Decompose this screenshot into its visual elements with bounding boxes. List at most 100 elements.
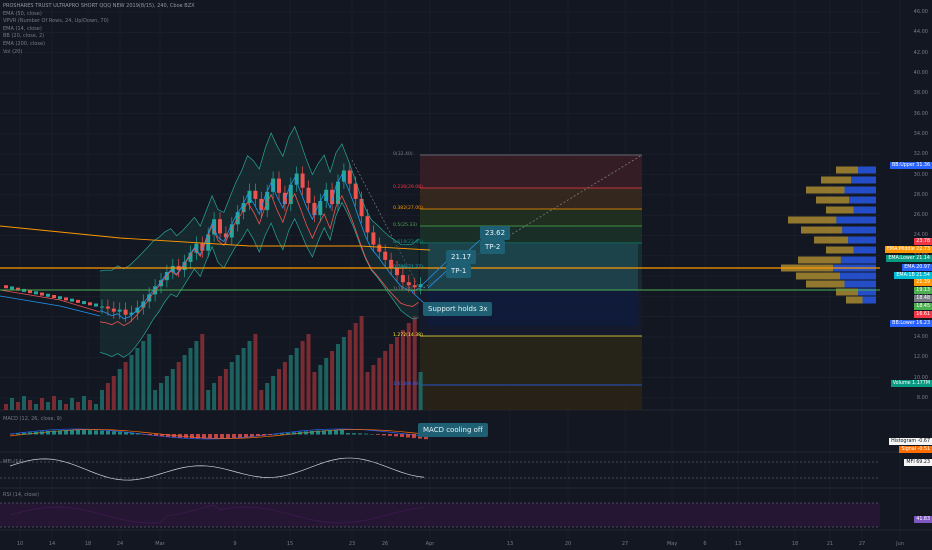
vpvr-down-bar bbox=[862, 296, 876, 304]
indicator-bb[interactable]: BB (20, close, 2) bbox=[3, 33, 45, 40]
tp1-label-callout[interactable]: TP-1 bbox=[446, 264, 472, 278]
macd-histogram-bar bbox=[256, 434, 260, 437]
rsi-band bbox=[0, 503, 880, 527]
volume-bar bbox=[300, 341, 305, 410]
tp1-price-callout[interactable]: 21.17 bbox=[446, 250, 477, 264]
macd-histogram-bar bbox=[112, 431, 116, 435]
ema50-early-line bbox=[0, 289, 101, 313]
volume-bar bbox=[88, 400, 92, 410]
price-axis-label: 10.00 bbox=[913, 374, 928, 381]
macd-histogram-bar bbox=[226, 434, 230, 439]
candle-body bbox=[282, 192, 287, 204]
candle-body bbox=[28, 290, 32, 294]
price-axis-label: 12.00 bbox=[913, 354, 928, 361]
candle-body bbox=[170, 265, 175, 273]
candle-body bbox=[406, 282, 411, 286]
vpvr-down-bar bbox=[844, 186, 876, 194]
volume-bar bbox=[135, 348, 140, 410]
price-tag: 18.48 bbox=[914, 295, 932, 302]
mfi-line bbox=[9, 457, 425, 481]
tp2-label-callout[interactable]: TP-2 bbox=[480, 240, 506, 254]
macd-histogram-bar bbox=[406, 434, 410, 438]
indicator-vol[interactable]: Vol (20) bbox=[3, 48, 23, 55]
candle-body bbox=[4, 285, 8, 289]
macd-histogram-bar bbox=[250, 434, 254, 437]
time-axis-label: May bbox=[666, 541, 678, 547]
macd-histogram-bar bbox=[328, 430, 332, 435]
ema14-early-line bbox=[0, 295, 101, 317]
time-axis-label: 10 bbox=[16, 541, 24, 547]
rsi-pane-label[interactable]: RSI (14, close) bbox=[3, 492, 40, 498]
bollinger-bands bbox=[100, 126, 419, 358]
price-tag: 18.45 bbox=[914, 303, 932, 310]
indicator-vpvr[interactable]: VPVR (Number Of Rows, 24, Up/Down, 70) bbox=[3, 18, 109, 25]
vpvr-down-bar bbox=[836, 216, 876, 224]
volume-bar bbox=[418, 372, 423, 410]
time-axis-label: 15 bbox=[286, 541, 294, 547]
indicator-ema200[interactable]: EMA (200, close) bbox=[3, 40, 45, 47]
candle-body bbox=[100, 306, 104, 308]
indicator-legend[interactable]: PROSHARES TRUST ULTRAPRO SHORT QQQ NEW 2… bbox=[3, 3, 195, 56]
macd-histogram-bar bbox=[58, 430, 62, 435]
candle-body bbox=[412, 285, 417, 288]
mfi-pane-label[interactable]: MFI (14) bbox=[3, 459, 24, 465]
vpvr-down-bar bbox=[842, 226, 876, 234]
volume-bar bbox=[194, 341, 199, 410]
macd-callout[interactable]: MACD cooling off bbox=[418, 423, 488, 437]
indicator-ema14[interactable]: EMA (14, close) bbox=[3, 25, 42, 32]
fib-retracement[interactable] bbox=[351, 154, 643, 410]
price-axis-label: 40.00 bbox=[913, 69, 928, 76]
vpvr-up-bar bbox=[826, 206, 854, 214]
candle-body bbox=[218, 219, 222, 234]
candle-body bbox=[34, 291, 38, 295]
candle-body bbox=[16, 287, 20, 291]
drawings[interactable] bbox=[0, 239, 880, 306]
macd-histogram-bar bbox=[298, 431, 302, 435]
volume-bar bbox=[123, 362, 128, 410]
volume-bar bbox=[188, 348, 193, 410]
tp2-price-callout[interactable]: 23.62 bbox=[480, 226, 511, 240]
volume-bar bbox=[259, 390, 264, 410]
macd-histogram-bar bbox=[340, 430, 344, 435]
candle-body bbox=[294, 173, 299, 185]
vpvr-down-bar bbox=[853, 206, 876, 214]
fib-level-label: 1.618(9.49) bbox=[393, 382, 420, 387]
macd-histogram-bar bbox=[412, 434, 416, 439]
candle-body bbox=[235, 212, 240, 225]
fib-zone bbox=[420, 336, 642, 385]
fib-zone bbox=[420, 226, 642, 243]
macd-pane-label[interactable]: MACD (12, 26, close, 9) bbox=[3, 416, 62, 422]
macd-histogram-bar bbox=[40, 431, 44, 435]
candle-body bbox=[330, 189, 335, 204]
time-axis-label: Mar bbox=[155, 541, 165, 547]
macd-histogram-bar bbox=[154, 434, 158, 436]
macd-histogram-bar bbox=[190, 434, 194, 439]
macd-histogram-tag: Histogram -0.67 bbox=[889, 438, 932, 445]
volume-bar bbox=[336, 344, 340, 410]
time-axis-label: 9 bbox=[233, 541, 237, 547]
volume-bar bbox=[235, 355, 240, 410]
price-axis-label: 42.00 bbox=[913, 49, 928, 56]
fib-level-label: 0.236(29.08) bbox=[393, 185, 423, 190]
macd-histogram-bar bbox=[100, 430, 104, 435]
vpvr-down-bar bbox=[840, 272, 876, 280]
price-tag: EMA:1B 21.54 bbox=[894, 272, 932, 279]
fib-zone bbox=[420, 385, 642, 410]
support-callout[interactable]: Support holds 3x bbox=[423, 302, 493, 316]
macd-histogram-bar bbox=[82, 430, 86, 435]
volume-bar bbox=[105, 383, 110, 410]
candle-body bbox=[200, 243, 205, 251]
time-axis-label: 14 bbox=[48, 541, 56, 547]
macd-histogram-bar bbox=[370, 433, 374, 435]
macd-histogram-bar bbox=[202, 434, 206, 439]
candle-body bbox=[188, 252, 193, 262]
volume-bar bbox=[353, 323, 358, 410]
indicator-ema50[interactable]: EMA (50, close) bbox=[3, 10, 42, 17]
vpvr-up-bar bbox=[816, 196, 849, 204]
vpvr-up-bar bbox=[806, 280, 845, 288]
volume-bar bbox=[147, 334, 152, 410]
macd-histogram-bar bbox=[214, 434, 218, 439]
volume-bar bbox=[70, 398, 74, 410]
